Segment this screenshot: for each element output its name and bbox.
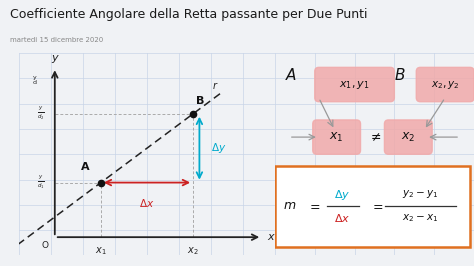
FancyBboxPatch shape — [416, 67, 474, 102]
Text: $\Delta y$: $\Delta y$ — [211, 141, 226, 155]
Text: $B$: $B$ — [394, 67, 406, 83]
Text: $\neq$: $\neq$ — [368, 131, 381, 144]
Text: Coefficiente Angolare della Retta passante per Due Punti: Coefficiente Angolare della Retta passan… — [10, 8, 368, 21]
Text: $x_1, y_1$: $x_1, y_1$ — [339, 78, 370, 90]
Text: $m$: $m$ — [283, 199, 296, 212]
Text: x: x — [267, 232, 274, 242]
Text: $\Delta x$: $\Delta x$ — [139, 197, 155, 209]
FancyBboxPatch shape — [384, 120, 432, 154]
Text: B: B — [196, 96, 204, 106]
Text: $=$: $=$ — [307, 199, 320, 212]
Text: $A$: $A$ — [285, 67, 297, 83]
Text: $\frac{y}{d_2}$: $\frac{y}{d_2}$ — [36, 105, 45, 122]
Text: $y_2 - y_1$: $y_2 - y_1$ — [402, 188, 438, 200]
Text: y
d: y d — [32, 76, 36, 85]
Text: $\Delta x$: $\Delta x$ — [335, 212, 351, 224]
Text: A: A — [81, 163, 90, 172]
Text: $x_2 - x_1$: $x_2 - x_1$ — [402, 213, 438, 225]
Text: $\Delta y$: $\Delta y$ — [335, 188, 351, 202]
FancyBboxPatch shape — [315, 67, 394, 102]
Text: $x_1$: $x_1$ — [95, 245, 107, 257]
Text: $x_1$: $x_1$ — [329, 131, 344, 144]
FancyBboxPatch shape — [275, 167, 470, 247]
FancyBboxPatch shape — [313, 120, 361, 154]
Text: O: O — [41, 241, 48, 250]
Text: $\frac{y}{d_1}$: $\frac{y}{d_1}$ — [36, 174, 45, 191]
Text: $x_2$: $x_2$ — [187, 245, 199, 257]
Text: $x_2$: $x_2$ — [401, 131, 416, 144]
Text: martedi 15 dicembre 2020: martedi 15 dicembre 2020 — [10, 37, 104, 43]
Text: r: r — [213, 81, 217, 91]
Text: y: y — [52, 53, 58, 63]
Text: $=$: $=$ — [371, 199, 384, 212]
Text: $x_2, y_2$: $x_2, y_2$ — [431, 78, 459, 90]
